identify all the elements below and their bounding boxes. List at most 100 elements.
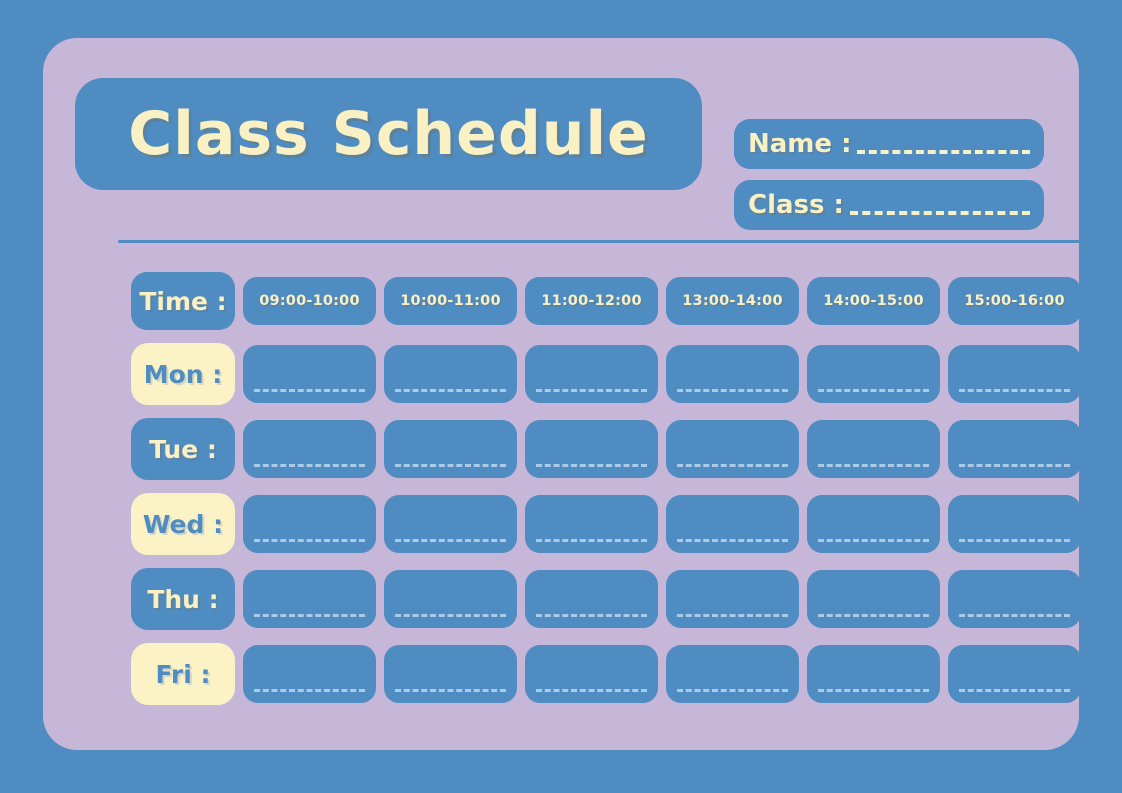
- header: Class Schedule Name : Class :: [75, 76, 1047, 230]
- entry-cell-thu-1[interactable]: [384, 570, 517, 628]
- day-label-cell-thu: Thu :: [131, 568, 235, 630]
- entry-writing-line: [818, 389, 929, 392]
- time-header-label-cell: Time :: [131, 272, 235, 330]
- entry-cell-mon-3[interactable]: [666, 345, 799, 403]
- entry-cell-mon-5[interactable]: [948, 345, 1081, 403]
- class-field[interactable]: Class :: [734, 180, 1044, 230]
- entry-cell-wed-3[interactable]: [666, 495, 799, 553]
- entry-writing-line: [536, 539, 647, 542]
- entry-cell-wed-5[interactable]: [948, 495, 1081, 553]
- time-slot-label: 11:00-12:00: [541, 293, 642, 309]
- entry-cell-tue-2[interactable]: [525, 420, 658, 478]
- entry-writing-line: [536, 689, 647, 692]
- entry-writing-line: [818, 614, 929, 617]
- class-field-label: Class :: [748, 190, 844, 220]
- entry-cell-thu-0[interactable]: [243, 570, 376, 628]
- entry-cell-fri-5[interactable]: [948, 645, 1081, 703]
- entry-cell-mon-0[interactable]: [243, 345, 376, 403]
- day-label-tue: Tue :: [149, 434, 217, 464]
- day-label-thu: Thu :: [147, 584, 219, 614]
- time-slot-label: 14:00-15:00: [823, 293, 924, 309]
- entry-cell-mon-2[interactable]: [525, 345, 658, 403]
- schedule-card: Class Schedule Name : Class : Time : 09:…: [43, 38, 1088, 750]
- entry-writing-line: [254, 614, 365, 617]
- time-header-label: Time :: [139, 286, 227, 316]
- time-slot-0: 09:00-10:00: [243, 277, 376, 325]
- entry-cell-tue-3[interactable]: [666, 420, 799, 478]
- day-label-cell-wed: Wed :: [131, 493, 235, 555]
- entry-writing-line: [395, 464, 506, 467]
- time-slot-2: 11:00-12:00: [525, 277, 658, 325]
- entry-list-tue: [243, 420, 1081, 478]
- entry-writing-line: [254, 539, 365, 542]
- entry-writing-line: [959, 464, 1070, 467]
- entry-writing-line: [818, 539, 929, 542]
- name-field-writing-line[interactable]: [857, 150, 1030, 154]
- entry-cell-wed-1[interactable]: [384, 495, 517, 553]
- entry-cell-tue-5[interactable]: [948, 420, 1081, 478]
- time-header-row: Time : 09:00-10:00 10:00-11:00 11:00-12:…: [131, 272, 1081, 330]
- entry-cell-thu-5[interactable]: [948, 570, 1081, 628]
- day-row-thu: Thu :: [131, 568, 1081, 630]
- entry-writing-line: [818, 689, 929, 692]
- day-label-mon: Mon :: [143, 359, 223, 389]
- entry-writing-line: [254, 464, 365, 467]
- title-box: Class Schedule: [75, 78, 702, 190]
- day-row-mon: Mon :: [131, 343, 1081, 405]
- entry-writing-line: [959, 614, 1070, 617]
- entry-writing-line: [959, 539, 1070, 542]
- time-slot-3: 13:00-14:00: [666, 277, 799, 325]
- day-label-cell-fri: Fri :: [131, 643, 235, 705]
- time-slot-4: 14:00-15:00: [807, 277, 940, 325]
- entry-writing-line: [677, 614, 788, 617]
- entry-writing-line: [395, 389, 506, 392]
- entry-cell-tue-1[interactable]: [384, 420, 517, 478]
- entry-cell-thu-2[interactable]: [525, 570, 658, 628]
- time-slot-label: 13:00-14:00: [682, 293, 783, 309]
- entry-list-mon: [243, 345, 1081, 403]
- entry-writing-line: [254, 689, 365, 692]
- entry-cell-fri-4[interactable]: [807, 645, 940, 703]
- entry-writing-line: [677, 539, 788, 542]
- entry-cell-wed-0[interactable]: [243, 495, 376, 553]
- entry-list-thu: [243, 570, 1081, 628]
- entry-list-fri: [243, 645, 1081, 703]
- schedule-grid: Time : 09:00-10:00 10:00-11:00 11:00-12:…: [131, 272, 1081, 705]
- entry-cell-tue-4[interactable]: [807, 420, 940, 478]
- entry-writing-line: [959, 689, 1070, 692]
- entry-writing-line: [536, 464, 647, 467]
- entry-cell-fri-2[interactable]: [525, 645, 658, 703]
- name-field[interactable]: Name :: [734, 119, 1044, 169]
- entry-writing-line: [536, 389, 647, 392]
- header-divider: [118, 240, 1088, 243]
- time-slot-label: 10:00-11:00: [400, 293, 501, 309]
- day-label-cell-tue: Tue :: [131, 418, 235, 480]
- entry-cell-fri-1[interactable]: [384, 645, 517, 703]
- name-field-label: Name :: [748, 129, 852, 159]
- entry-cell-fri-3[interactable]: [666, 645, 799, 703]
- entry-writing-line: [395, 539, 506, 542]
- day-row-tue: Tue :: [131, 418, 1081, 480]
- entry-cell-wed-2[interactable]: [525, 495, 658, 553]
- entry-cell-thu-4[interactable]: [807, 570, 940, 628]
- entry-writing-line: [395, 689, 506, 692]
- entry-cell-wed-4[interactable]: [807, 495, 940, 553]
- entry-cell-mon-1[interactable]: [384, 345, 517, 403]
- entry-cell-tue-0[interactable]: [243, 420, 376, 478]
- entry-cell-fri-0[interactable]: [243, 645, 376, 703]
- time-slot-list: 09:00-10:00 10:00-11:00 11:00-12:00 13:0…: [243, 277, 1081, 325]
- time-slot-5: 15:00-16:00: [948, 277, 1081, 325]
- day-row-wed: Wed :: [131, 493, 1081, 555]
- day-row-fri: Fri :: [131, 643, 1081, 705]
- entry-cell-thu-3[interactable]: [666, 570, 799, 628]
- entry-writing-line: [677, 689, 788, 692]
- time-slot-label: 15:00-16:00: [964, 293, 1065, 309]
- class-field-writing-line[interactable]: [849, 211, 1030, 215]
- entry-cell-mon-4[interactable]: [807, 345, 940, 403]
- entry-writing-line: [677, 389, 788, 392]
- entry-writing-line: [677, 464, 788, 467]
- page-title: Class Schedule: [128, 99, 649, 169]
- day-label-wed: Wed :: [142, 509, 224, 539]
- entry-list-wed: [243, 495, 1081, 553]
